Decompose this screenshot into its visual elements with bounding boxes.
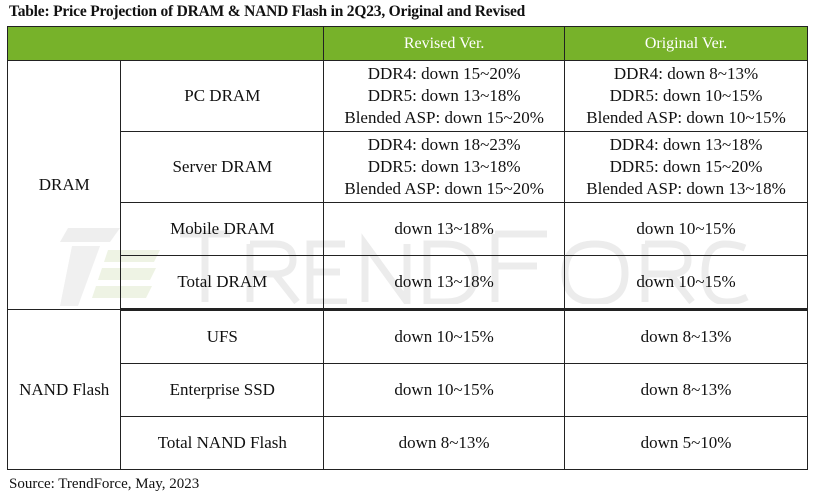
header-row: Revised Ver. Original Ver. — [6, 26, 808, 61]
header-blank — [6, 26, 325, 61]
table-row: Server DRAM DDR4: down 18~23% DDR5: down 1… — [8, 131, 808, 203]
original-value: down 5~10% — [640, 433, 732, 452]
table-row: Total NAND Flash down 8~13% down 5~10% — [8, 416, 808, 470]
revised-cell: DDR4: down 18~23% DDR5: down 13~18% Blende… — [323, 131, 566, 203]
table-row: Enterprise SSD down 10~15% down 8~13% — [8, 363, 808, 417]
original-cell: down 10~15% — [564, 202, 808, 256]
revised-value: down 13~18% — [394, 219, 494, 238]
revised-cell: down 10~15% — [323, 363, 566, 417]
revised-cell: down 10~15% — [323, 309, 566, 364]
product-cell: Mobile DRAM — [120, 202, 325, 256]
original-cell: down 8~13% — [564, 363, 808, 417]
product-cell: Server DRAM — [120, 131, 325, 203]
table-row: DRAM PC DRAM DDR4: down 15~20% DDR5: down 1… — [6, 60, 808, 310]
revised-value: down 8~13% — [398, 433, 490, 452]
original-cell: DDR4: down 13~18% DDR5: down 15~20% Blende… — [564, 131, 808, 203]
revised-value: DDR5: down 13~18% — [367, 86, 521, 105]
revised-cell: down 13~18% — [323, 255, 566, 311]
revised-value: Blended ASP: down 15~20% — [344, 108, 544, 127]
table-row: Total DRAM down 13~18% down 10~15% — [8, 255, 808, 311]
product-cell: Total DRAM — [120, 255, 325, 311]
original-value: down 8~13% — [640, 327, 732, 346]
original-value: DDR4: down 13~18% — [609, 135, 763, 154]
original-cell: down 5~10% — [564, 416, 808, 470]
original-value: Blended ASP: down 13~18% — [586, 179, 786, 198]
revised-value: down 13~18% — [394, 272, 494, 291]
product-cell: Total NAND Flash — [120, 416, 325, 470]
table-row: NAND Flash UFS down 10~15% down 8~13% — [6, 309, 808, 470]
revised-cell: down 8~13% — [323, 416, 566, 470]
original-value: down 10~15% — [636, 219, 736, 238]
original-value: DDR4: down 8~13% — [613, 64, 759, 83]
product-cell: Enterprise SSD — [120, 363, 325, 417]
table-title: Table: Price Projection of DRAM & NAND F… — [9, 3, 526, 20]
original-value: DDR5: down 15~20% — [609, 157, 763, 176]
price-projection-table: Revised Ver. Original Ver. DRAM PC DRAM DD… — [6, 26, 808, 470]
revised-value: down 10~15% — [394, 380, 494, 399]
original-cell: down 10~15% — [564, 255, 808, 311]
source-note: Source: TrendForce, May, 2023 — [9, 476, 200, 492]
table-row: Mobile DRAM down 13~18% down 10~15% — [8, 202, 808, 256]
revised-cell: down 13~18% — [323, 202, 566, 256]
revised-value: Blended ASP: down 15~20% — [344, 179, 544, 198]
header-original: Original Ver. — [564, 26, 808, 61]
original-value: DDR5: down 10~15% — [609, 86, 763, 105]
revised-value: down 10~15% — [394, 327, 494, 346]
original-cell: DDR4: down 8~13% DDR5: down 10~15% Blended… — [564, 60, 808, 132]
original-value: down 10~15% — [636, 272, 736, 291]
group-label: NAND Flash — [6, 309, 122, 470]
product-cell: PC DRAM — [120, 60, 325, 132]
original-cell: down 8~13% — [564, 309, 808, 364]
original-value: down 8~13% — [640, 380, 732, 399]
original-value: Blended ASP: down 10~15% — [586, 108, 786, 127]
revised-value: DDR4: down 18~23% — [367, 135, 521, 154]
group-label: DRAM — [6, 60, 122, 310]
revised-value: DDR5: down 13~18% — [367, 157, 521, 176]
header-revised: Revised Ver. — [323, 26, 566, 61]
revised-value: DDR4: down 15~20% — [367, 64, 521, 83]
product-cell: UFS — [120, 309, 325, 364]
revised-cell: DDR4: down 15~20% DDR5: down 13~18% Blende… — [323, 60, 566, 132]
